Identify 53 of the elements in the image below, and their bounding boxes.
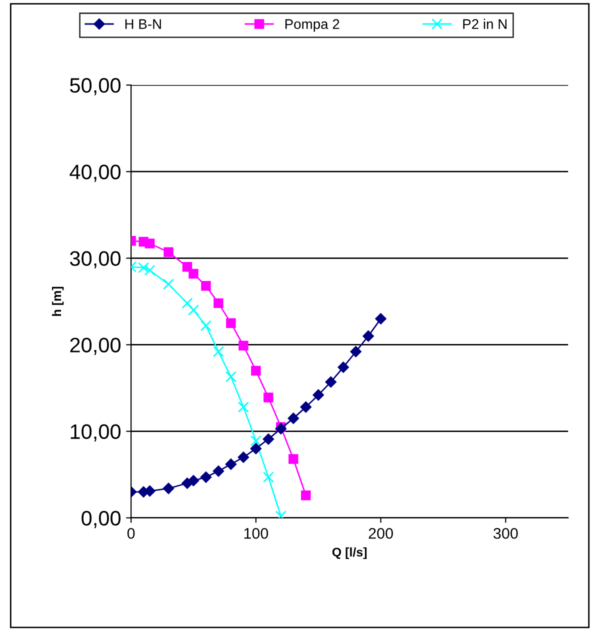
- point: [362, 330, 374, 342]
- point: [350, 346, 362, 358]
- point: [288, 454, 298, 464]
- point: [182, 298, 193, 309]
- point: [262, 433, 274, 445]
- point: [338, 362, 349, 373]
- y-tick-label: 20,00: [70, 338, 121, 355]
- y-tick-label: 30,00: [70, 251, 121, 268]
- x-tick-label: 300: [494, 528, 518, 539]
- legend-label: H B-N: [125, 19, 161, 29]
- point: [251, 366, 261, 376]
- point: [262, 472, 274, 483]
- point: [238, 340, 248, 350]
- point: [301, 490, 311, 500]
- point: [250, 443, 262, 454]
- y-axis-title: h [m]: [52, 286, 64, 316]
- y-tick-label: 40,00: [70, 164, 121, 182]
- point: [226, 318, 236, 328]
- point: [144, 238, 155, 248]
- point: [214, 298, 224, 308]
- point: [164, 247, 174, 257]
- x-tick-label: 100: [244, 528, 268, 539]
- point: [188, 475, 200, 486]
- point: [375, 313, 386, 324]
- point: [144, 264, 156, 276]
- point: [162, 278, 174, 290]
- point: [325, 376, 336, 388]
- point: [250, 435, 262, 446]
- y-tick-label: 50,00: [70, 78, 121, 96]
- x-tick-label: 0: [127, 528, 135, 539]
- point: [288, 412, 299, 424]
- y-tick-label: 0,00: [82, 510, 121, 528]
- point: [200, 472, 212, 483]
- point: [312, 389, 324, 401]
- point: [188, 268, 198, 279]
- point: [264, 392, 274, 402]
- point: [275, 423, 286, 434]
- point: [238, 402, 249, 413]
- legend-label: P2 in N: [463, 18, 507, 29]
- point: [212, 346, 224, 358]
- point: [200, 320, 212, 332]
- x-axis-title: Q [l/s]: [332, 547, 367, 560]
- point: [188, 304, 200, 316]
- x-tick-label: 200: [368, 528, 393, 539]
- point: [201, 281, 211, 291]
- point: [238, 452, 250, 463]
- point: [162, 482, 174, 494]
- legend-label: Pompa 2: [285, 19, 340, 32]
- point: [225, 371, 237, 382]
- point: [212, 466, 224, 477]
- point: [300, 401, 312, 413]
- y-tick-label: 10,00: [70, 424, 121, 442]
- point: [225, 458, 237, 470]
